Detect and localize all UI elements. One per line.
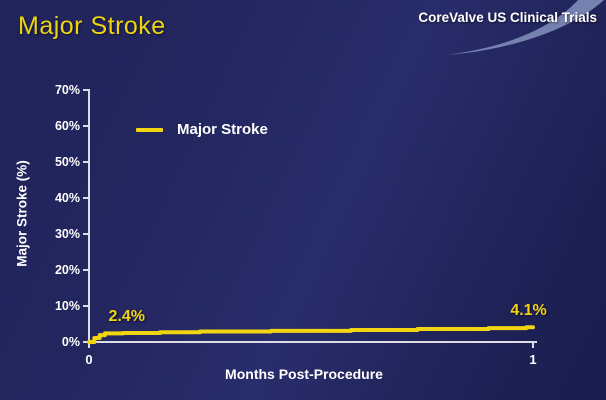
y-tick-label: 70% [54,82,80,97]
x-tick-label: 0 [85,352,93,367]
x-axis-label: Months Post-Procedure [225,366,383,382]
y-tick-label: 10% [54,298,80,313]
corevalve-logo: CoreValve US Clinical Trials [418,0,606,60]
annotation-start-value: 2.4% [108,308,145,326]
y-tick-label: 30% [54,226,80,241]
legend-line-swatch [136,127,163,132]
annotation-end-value: 4.1% [510,302,547,320]
swoosh-icon [446,0,604,55]
x-tick-label: 1 [529,352,537,367]
y-tick-label: 0% [61,334,80,349]
y-tick-label: 50% [54,154,80,169]
y-axis-label: Major Stroke (%) [14,160,30,267]
logo-text: CoreValve US Clinical Trials [418,10,597,25]
slide-title: Major Stroke [18,12,166,40]
y-tick-label: 60% [54,118,80,133]
major-stroke-line [87,325,535,344]
y-tick-label: 40% [54,190,80,205]
legend: Major Stroke [136,121,268,138]
legend-label: Major Stroke [177,121,268,138]
y-tick-label: 20% [54,262,80,277]
